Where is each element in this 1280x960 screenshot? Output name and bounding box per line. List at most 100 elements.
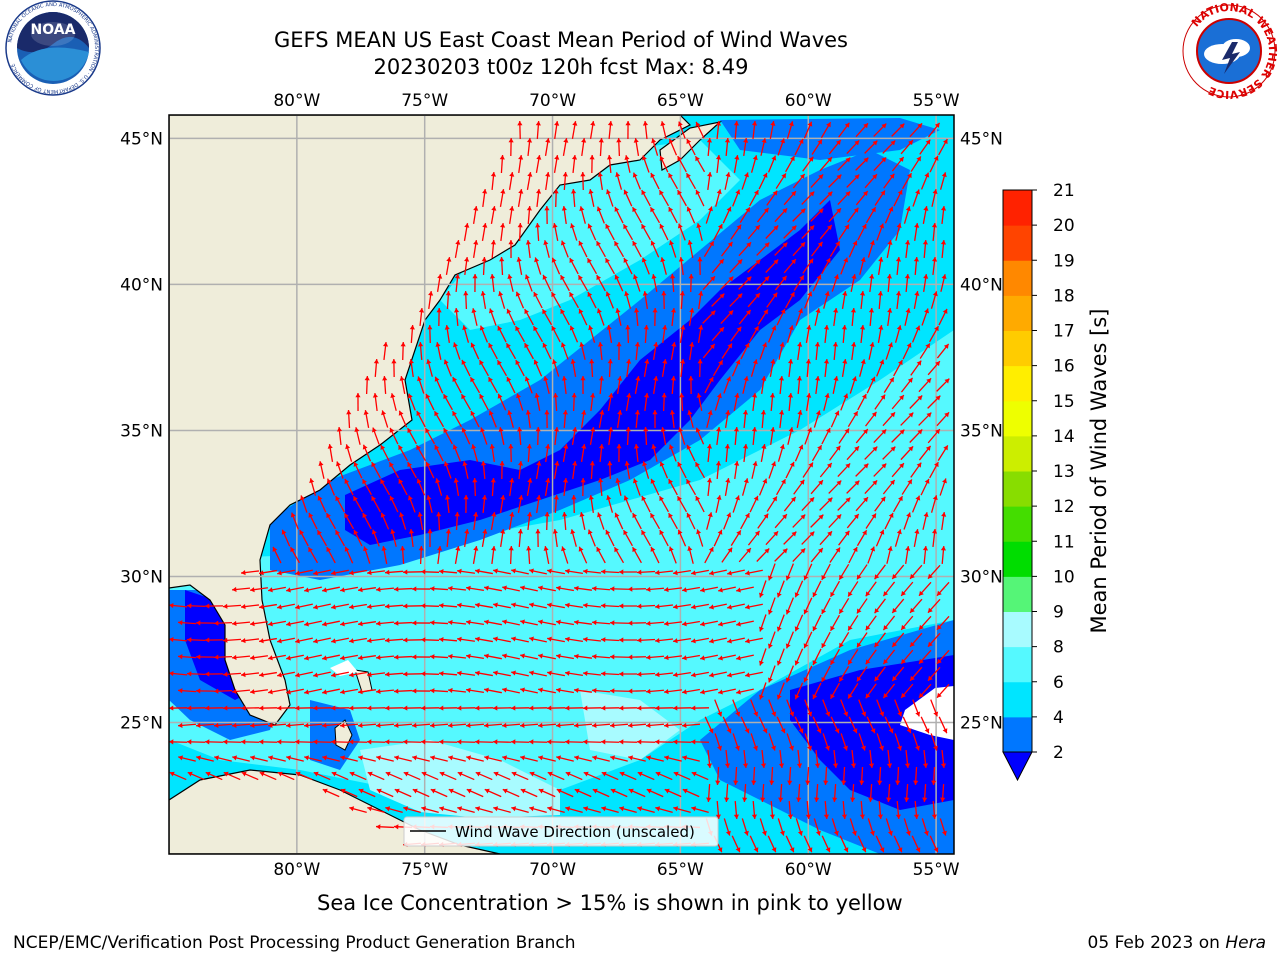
- direction-arrow: [407, 427, 417, 445]
- direction-arrow: [913, 800, 919, 820]
- direction-arrow: [526, 545, 532, 565]
- direction-arrow: [642, 291, 648, 309]
- direction-arrow: [322, 688, 340, 695]
- direction-arrow: [570, 359, 577, 377]
- direction-arrow: [846, 480, 860, 494]
- direction-arrow: [927, 632, 941, 648]
- direction-arrow: [823, 800, 829, 820]
- direction-arrow: [733, 393, 740, 411]
- direction-arrow: [606, 189, 614, 207]
- direction-arrow: [645, 620, 665, 626]
- direction-arrow: [651, 274, 658, 292]
- direction-arrow: [169, 771, 187, 781]
- direction-arrow: [488, 308, 497, 326]
- direction-arrow: [508, 443, 514, 463]
- direction-arrow: [774, 275, 788, 291]
- direction-arrow: [596, 274, 606, 292]
- direction-arrow: [249, 689, 269, 695]
- direction-arrow: [841, 291, 848, 309]
- direction-arrow: [490, 206, 497, 224]
- direction-arrow: [644, 392, 650, 412]
- direction-arrow: [694, 461, 706, 479]
- direction-arrow: [508, 137, 514, 157]
- direction-arrow: [857, 393, 867, 411]
- direction-arrow: [633, 443, 640, 463]
- lat-tick-left: 40°N: [120, 275, 163, 295]
- direction-arrow: [411, 654, 431, 660]
- direction-arrow: [462, 325, 470, 343]
- direction-arrow: [362, 444, 372, 462]
- direction-arrow: [681, 722, 701, 728]
- direction-arrow: [588, 325, 596, 343]
- direction-arrow: [930, 699, 939, 717]
- direction-arrow: [832, 341, 838, 361]
- direction-arrow: [481, 256, 487, 276]
- direction-arrow: [632, 546, 642, 564]
- direction-arrow: [589, 154, 595, 174]
- colorbar-extend-triangle: [1002, 751, 1033, 782]
- direction-arrow: [855, 190, 869, 206]
- direction-arrow: [560, 308, 570, 326]
- direction-arrow: [411, 620, 431, 626]
- direction-arrow: [579, 512, 586, 530]
- direction-arrow: [783, 258, 797, 274]
- direction-arrow: [570, 529, 577, 547]
- direction-arrow: [848, 716, 858, 734]
- direction-arrow: [384, 671, 404, 677]
- direction-arrow: [626, 358, 632, 378]
- direction-arrow: [445, 528, 452, 548]
- direction-arrow: [819, 191, 833, 205]
- direction-arrow: [286, 688, 304, 695]
- direction-arrow: [909, 429, 923, 443]
- direction-arrow: [868, 749, 875, 769]
- direction-arrow: [651, 444, 658, 462]
- direction-arrow: [741, 478, 749, 496]
- lon-tick-top: 70°W: [529, 91, 576, 111]
- direction-arrow: [355, 392, 361, 412]
- direction-arrow: [715, 154, 722, 174]
- direction-arrow: [408, 358, 414, 378]
- direction-arrow: [733, 120, 739, 140]
- direction-arrow: [702, 275, 716, 291]
- direction-arrow: [480, 460, 487, 480]
- direction-arrow: [389, 495, 399, 513]
- direction-arrow: [850, 783, 856, 803]
- direction-arrow: [366, 739, 386, 745]
- direction-arrow: [464, 256, 470, 276]
- direction-arrow: [560, 342, 569, 360]
- direction-arrow: [520, 653, 538, 660]
- lon-tick-top: 60°W: [785, 91, 832, 111]
- direction-arrow: [682, 688, 700, 695]
- direction-arrow: [929, 835, 939, 853]
- direction-arrow: [589, 427, 596, 445]
- direction-arrow: [528, 739, 548, 745]
- direction-arrow: [618, 603, 638, 609]
- direction-arrow: [491, 545, 497, 565]
- direction-arrow: [663, 587, 683, 593]
- direction-arrow: [600, 569, 620, 575]
- direction-arrow: [326, 478, 335, 496]
- direction-arrow: [615, 478, 622, 496]
- direction-arrow: [937, 445, 949, 461]
- direction-arrow: [776, 580, 785, 598]
- direction-arrow: [624, 461, 631, 479]
- colorbar-tick-label: 20: [1053, 216, 1075, 236]
- direction-arrow: [823, 291, 830, 309]
- direction-arrow: [822, 733, 830, 751]
- direction-arrow: [535, 222, 541, 242]
- direction-arrow: [801, 496, 815, 512]
- direction-arrow: [794, 716, 804, 734]
- direction-arrow: [496, 359, 508, 377]
- direction-arrow: [855, 463, 869, 477]
- direction-arrow: [204, 603, 224, 609]
- direction-arrow: [326, 546, 336, 564]
- direction-arrow: [913, 256, 919, 276]
- direction-arrow: [637, 806, 655, 813]
- direction-arrow: [520, 788, 538, 798]
- direction-arrow: [900, 412, 914, 426]
- direction-arrow: [646, 788, 664, 798]
- direction-arrow: [654, 739, 674, 745]
- direction-arrow: [865, 581, 877, 597]
- direction-arrow: [438, 603, 458, 609]
- direction-arrow: [565, 636, 583, 643]
